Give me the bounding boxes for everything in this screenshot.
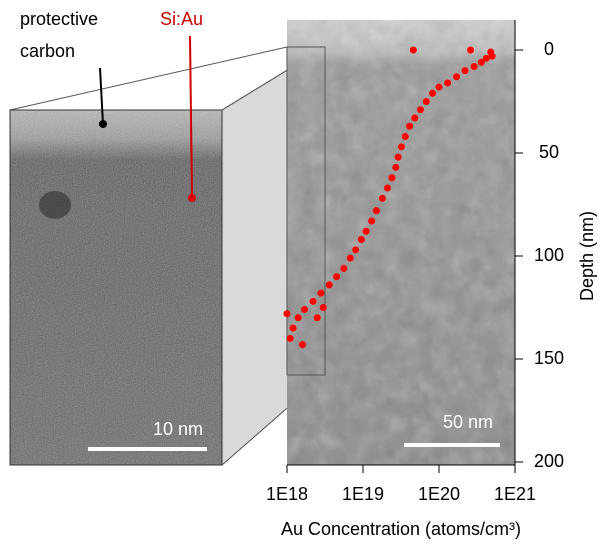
pointer-line [189, 35, 193, 199]
point [394, 153, 402, 161]
point [411, 114, 419, 122]
point [482, 54, 490, 62]
projection-line [9, 46, 288, 111]
point [401, 133, 409, 141]
point [406, 122, 414, 130]
point [477, 58, 485, 66]
point [444, 79, 452, 87]
point [346, 254, 354, 262]
point [286, 334, 294, 342]
y-tick-label: 200 [534, 451, 564, 471]
point [470, 62, 478, 70]
point [368, 217, 376, 225]
pointer-dot [99, 120, 107, 128]
point [372, 207, 380, 215]
dark-spot [39, 191, 71, 219]
point [409, 46, 417, 54]
pointer-dot [188, 194, 196, 202]
x-tick-label: 1E20 [418, 484, 460, 504]
scale-label: 10 nm [153, 419, 203, 439]
point [325, 281, 333, 289]
point [301, 306, 309, 314]
y-tick-label: 50 [539, 142, 559, 162]
point [294, 314, 302, 322]
zoom-frame [286, 46, 326, 376]
point [383, 184, 391, 192]
point [333, 273, 341, 281]
point [357, 236, 365, 244]
image-frame [9, 109, 223, 466]
y-tick-label: 150 [534, 348, 564, 368]
scale-label: 50 nm [443, 412, 493, 432]
point [453, 73, 461, 81]
y-tick-label: 100 [534, 245, 564, 265]
point [283, 310, 291, 318]
point [340, 264, 348, 272]
y-axis-label: Depth (nm) [577, 211, 597, 301]
point [422, 98, 430, 105]
point [319, 304, 327, 311]
x-tick-label: 1E21 [494, 484, 536, 504]
y-tick-label: 0 [544, 39, 554, 59]
point [461, 67, 469, 75]
point [397, 143, 405, 151]
annotation: protective [20, 9, 98, 29]
point [388, 174, 396, 182]
x-axis-label: Au Concentration (atoms/cm³) [281, 519, 521, 539]
point [289, 324, 297, 332]
tem-texture [10, 110, 222, 465]
point [299, 341, 307, 349]
annotation: carbon [20, 41, 75, 61]
point [488, 52, 496, 60]
x-tick-label: 1E18 [266, 484, 308, 504]
point [317, 289, 325, 297]
point [416, 106, 424, 114]
point [378, 194, 386, 202]
annotation: Si:Au [160, 9, 203, 29]
point [352, 246, 360, 254]
point [313, 314, 321, 322]
point [428, 89, 436, 97]
pointer-line [99, 67, 104, 125]
point [309, 297, 317, 305]
point [435, 83, 443, 91]
point [392, 163, 400, 171]
point [467, 46, 475, 54]
x-tick-label: 1E19 [342, 484, 384, 504]
point [362, 227, 370, 235]
tem-texture [287, 20, 515, 465]
